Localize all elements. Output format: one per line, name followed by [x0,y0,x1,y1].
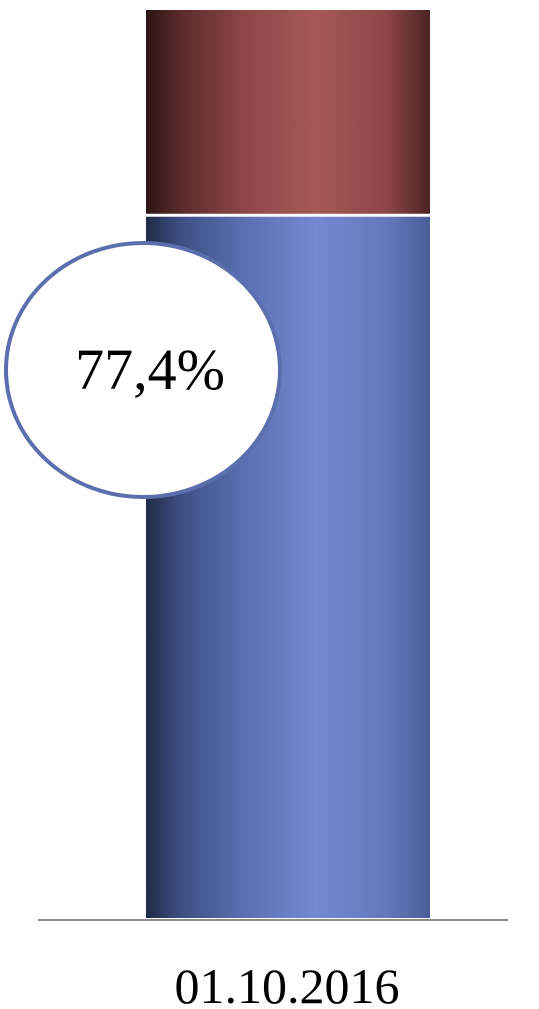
data-label-series-0: 77,4% [75,337,225,402]
x-tick-label-0: 01.10.2016 [175,958,400,1009]
bar-series-1-category-0 [146,10,430,216]
bars-layer [146,10,430,918]
data-label-callout: 77,4% [4,241,282,499]
callout-ellipse [4,241,282,499]
